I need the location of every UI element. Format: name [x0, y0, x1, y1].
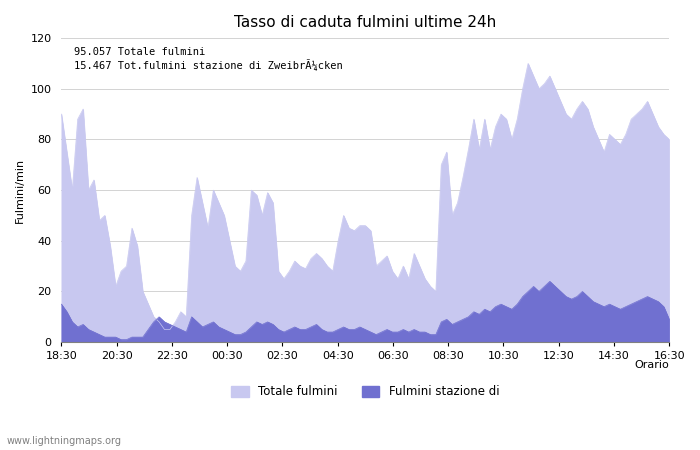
X-axis label: Orario: Orario — [634, 360, 669, 370]
Y-axis label: Fulmini/min: Fulmini/min — [15, 158, 25, 223]
Legend: Totale fulmini, Fulmini stazione di: Totale fulmini, Fulmini stazione di — [227, 381, 504, 403]
Text: www.lightningmaps.org: www.lightningmaps.org — [7, 436, 122, 446]
Title: Tasso di caduta fulmini ultime 24h: Tasso di caduta fulmini ultime 24h — [234, 15, 496, 30]
Text: 95.057 Totale fulmini
15.467 Tot.fulmini stazione di ZweibrÃ¼cken: 95.057 Totale fulmini 15.467 Tot.fulmini… — [74, 47, 342, 71]
